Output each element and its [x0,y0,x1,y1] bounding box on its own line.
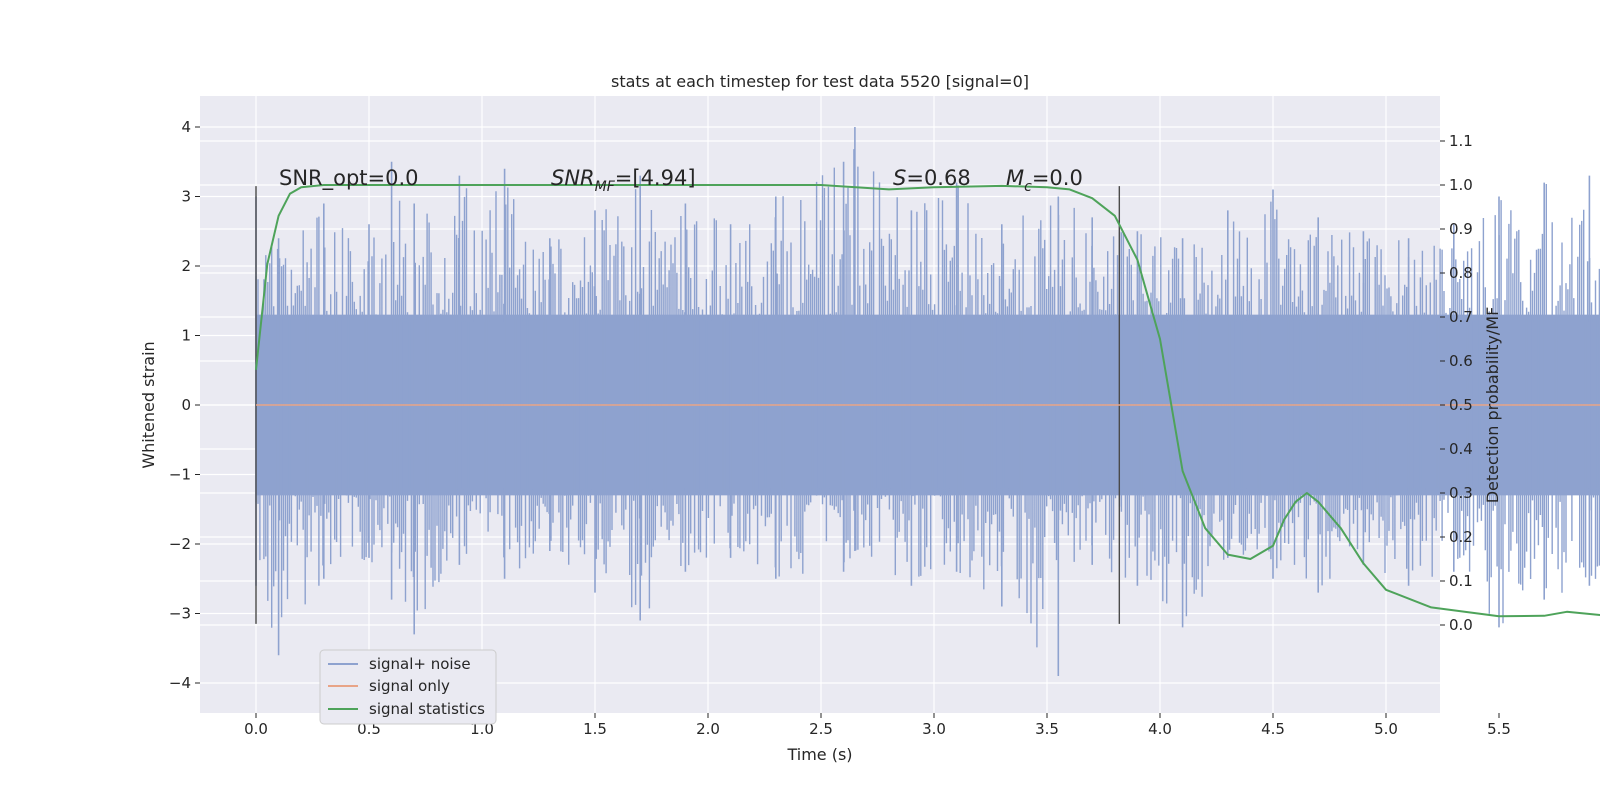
y2-tick-label: 1.0 [1449,176,1473,194]
x-tick-label: 3.5 [1035,720,1059,738]
chart-title: stats at each timestep for test data 552… [611,72,1029,91]
legend: signal+ noise signal only signal statist… [319,649,497,725]
x-tick-label: 4.5 [1261,720,1285,738]
x-tick-label: 1.5 [583,720,607,738]
x-tick-label: 0.0 [244,720,268,738]
y2-tick-label: 0.1 [1449,572,1473,590]
legend-label-signal-only: signal only [369,677,450,695]
y-tick-label: 3 [181,188,191,206]
y2-tick-label: 0.9 [1449,220,1473,238]
line-series [255,184,1600,618]
annotation-mc-rest: =0.0 [1032,166,1083,190]
x-tick-label: 3.0 [922,720,946,738]
y2-tick-label: 0.3 [1449,484,1473,502]
y2-tick-label: 0.4 [1449,440,1473,458]
annotation-mc-sub: c [1024,179,1032,195]
y2-tick-label: 0.8 [1449,264,1473,282]
y-tick-label: −4 [169,674,191,692]
legend-box [319,649,497,725]
annotation-mc-var: M [1006,166,1024,190]
y2-tick-label: 0.7 [1449,308,1473,326]
y-axis-left: 4 3 2 1 0 −1 −2 −3 −4 [169,118,200,692]
legend-label-signal-statistics: signal statistics [369,700,485,718]
y-tick-label: 0 [181,396,191,414]
signal-statistics-line [255,184,1600,618]
y-axis-label: Whitened strain [139,341,158,468]
y-tick-label: −2 [169,535,191,553]
annotation-snr-mf-rest: =[4.94] [615,166,696,190]
annotation-s: S=0.68 [893,166,971,190]
y2-tick-label: 0.6 [1449,352,1473,370]
annotation-snr-mf: SNRMF=[4.94] [551,166,696,195]
x-tick-label: 5.5 [1487,720,1511,738]
y-axis-right: 0.0 0.1 0.2 0.3 0.4 0.5 0.6 0.7 0.8 0.9 1.0 1.1 [1440,132,1473,634]
y2-tick-label: 0.5 [1449,396,1473,414]
annotation-s-var: S [893,166,906,190]
annotations: SNR_opt=0.0 SNRMF=[4.94] S=0.68 Mc=0.0 [279,166,1083,195]
x-axis-label: Time (s) [786,745,852,764]
y-tick-label: 2 [181,257,191,275]
annotation-s-rest: =0.68 [906,166,970,190]
annotation-snr-mf-main: SNR [551,166,595,190]
legend-label-signal-noise: signal+ noise [369,655,471,673]
y2-axis-label: Detection probability/MF [1483,307,1502,504]
x-tick-label: 2.0 [696,720,720,738]
annotation-snr-opt-text: SNR_opt=0.0 [279,166,419,191]
y-tick-label: −1 [169,466,191,484]
y2-tick-label: 0.0 [1449,616,1473,634]
x-tick-label: 2.5 [809,720,833,738]
y-tick-label: 4 [181,118,191,136]
y2-tick-label: 1.1 [1449,132,1473,150]
y-tick-label: −3 [169,605,191,623]
annotation-snr-mf-sub: MF [595,179,616,195]
x-tick-label: 4.0 [1148,720,1172,738]
y2-tick-label: 0.2 [1449,528,1473,546]
y-tick-label: 1 [181,327,191,345]
annotation-mc: Mc=0.0 [1006,166,1083,195]
x-tick-label: 5.0 [1374,720,1398,738]
annotation-snr-opt: SNR_opt=0.0 [279,166,419,191]
